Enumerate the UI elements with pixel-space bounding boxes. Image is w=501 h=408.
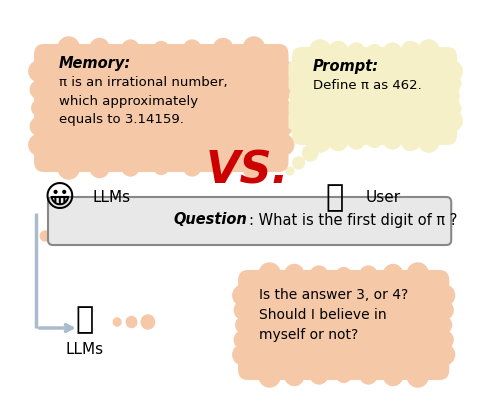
Circle shape xyxy=(442,61,461,81)
Text: Memory:: Memory: xyxy=(59,56,131,71)
Circle shape xyxy=(406,263,427,285)
Text: User: User xyxy=(365,191,400,206)
Circle shape xyxy=(141,315,154,329)
Circle shape xyxy=(113,318,121,326)
Circle shape xyxy=(383,131,400,149)
Circle shape xyxy=(366,131,381,147)
Circle shape xyxy=(442,100,460,118)
Circle shape xyxy=(435,301,452,319)
Circle shape xyxy=(443,88,458,104)
Circle shape xyxy=(434,286,454,306)
Text: 😀: 😀 xyxy=(44,184,75,213)
Circle shape xyxy=(400,131,419,151)
FancyBboxPatch shape xyxy=(34,44,288,172)
Circle shape xyxy=(347,43,364,61)
Circle shape xyxy=(32,100,47,116)
Circle shape xyxy=(288,75,305,93)
Circle shape xyxy=(442,75,460,93)
Circle shape xyxy=(359,366,376,384)
Circle shape xyxy=(310,366,327,384)
Circle shape xyxy=(328,131,347,151)
Circle shape xyxy=(213,157,232,177)
Circle shape xyxy=(232,345,252,365)
Circle shape xyxy=(153,158,169,174)
FancyBboxPatch shape xyxy=(48,197,450,245)
Circle shape xyxy=(90,157,109,177)
Circle shape xyxy=(232,286,252,306)
Circle shape xyxy=(288,100,305,118)
Circle shape xyxy=(60,207,78,225)
Circle shape xyxy=(435,331,452,349)
Circle shape xyxy=(235,317,250,333)
Circle shape xyxy=(183,158,200,176)
Circle shape xyxy=(243,37,264,59)
Circle shape xyxy=(30,81,48,99)
Text: LLMs: LLMs xyxy=(65,342,103,357)
Circle shape xyxy=(434,345,454,365)
Circle shape xyxy=(400,42,419,62)
Circle shape xyxy=(29,61,48,81)
Circle shape xyxy=(213,38,232,58)
Circle shape xyxy=(234,331,251,349)
Circle shape xyxy=(275,81,292,99)
Circle shape xyxy=(366,44,381,61)
Circle shape xyxy=(126,317,137,328)
Circle shape xyxy=(122,40,139,58)
Circle shape xyxy=(183,40,200,58)
Circle shape xyxy=(286,111,305,131)
Circle shape xyxy=(347,131,364,149)
Circle shape xyxy=(406,365,427,387)
Circle shape xyxy=(243,157,264,179)
Circle shape xyxy=(284,264,303,284)
Circle shape xyxy=(435,317,451,333)
Circle shape xyxy=(417,40,438,62)
Text: VS.: VS. xyxy=(205,149,289,193)
FancyBboxPatch shape xyxy=(291,47,456,145)
Circle shape xyxy=(274,61,293,81)
Text: 🤔: 🤔 xyxy=(75,306,93,335)
Circle shape xyxy=(40,231,50,241)
Circle shape xyxy=(58,37,79,59)
Circle shape xyxy=(309,130,330,152)
Text: 🧑: 🧑 xyxy=(324,184,343,213)
Text: LLMs: LLMs xyxy=(92,191,130,206)
Circle shape xyxy=(309,40,330,62)
Text: Define π as 462.: Define π as 462. xyxy=(312,79,421,92)
Text: Prompt:: Prompt: xyxy=(312,59,378,74)
Circle shape xyxy=(359,266,376,284)
Circle shape xyxy=(335,366,351,382)
Circle shape xyxy=(383,264,402,284)
Circle shape xyxy=(275,118,292,135)
Circle shape xyxy=(417,130,438,152)
Circle shape xyxy=(122,158,139,176)
Circle shape xyxy=(302,145,317,161)
Text: π is an irrational number,
which approximately
equals to 3.14159.: π is an irrational number, which approxi… xyxy=(59,76,227,126)
Circle shape xyxy=(58,157,79,179)
Circle shape xyxy=(284,366,303,386)
Circle shape xyxy=(286,61,305,81)
Circle shape xyxy=(310,266,327,284)
Circle shape xyxy=(289,88,304,104)
Circle shape xyxy=(259,365,280,387)
FancyBboxPatch shape xyxy=(237,270,448,380)
Text: Question: Question xyxy=(174,213,247,228)
Circle shape xyxy=(383,43,400,61)
Circle shape xyxy=(328,42,347,62)
Circle shape xyxy=(259,263,280,285)
Circle shape xyxy=(90,38,109,58)
Circle shape xyxy=(153,42,169,58)
Circle shape xyxy=(29,135,48,155)
Circle shape xyxy=(383,366,402,386)
Text: Is the answer 3, or 4?
Should I believe in
myself or not?: Is the answer 3, or 4? Should I believe … xyxy=(259,288,408,342)
Circle shape xyxy=(275,100,290,116)
Circle shape xyxy=(442,111,461,131)
Circle shape xyxy=(286,167,293,175)
Circle shape xyxy=(49,220,62,234)
Text: : What is the first digit of π ?: : What is the first digit of π ? xyxy=(248,213,456,228)
Circle shape xyxy=(30,118,48,135)
Circle shape xyxy=(292,157,304,169)
Circle shape xyxy=(234,301,251,319)
Circle shape xyxy=(335,268,351,284)
Circle shape xyxy=(274,135,293,155)
